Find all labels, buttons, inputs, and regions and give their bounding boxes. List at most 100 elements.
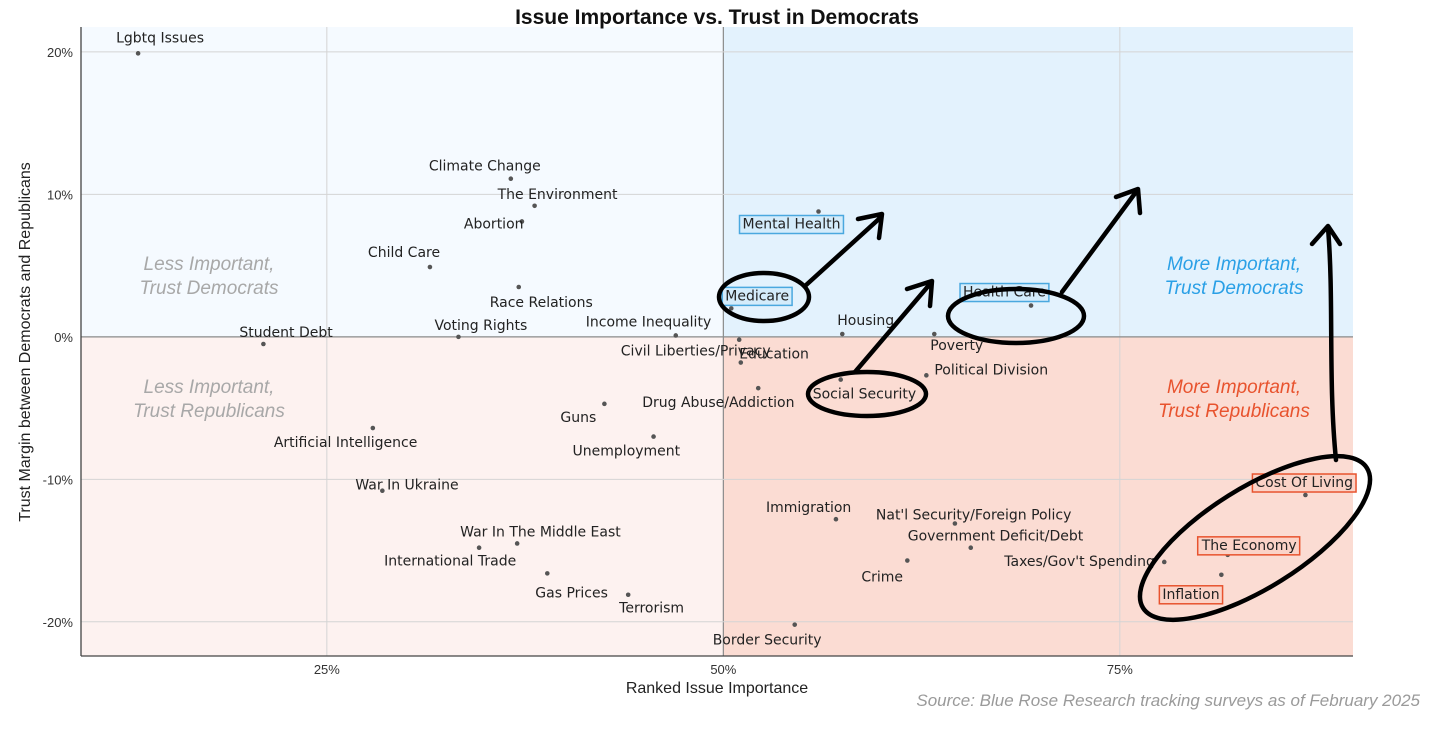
- point-label-gas-prices: Gas Prices: [535, 585, 608, 601]
- point-label-the-environment: The Environment: [497, 187, 618, 203]
- point-label-inflation: Inflation: [1162, 587, 1219, 603]
- point-label-terrorism: Terrorism: [618, 601, 684, 617]
- chart-title: Issue Importance vs. Trust in Democrats: [515, 6, 919, 29]
- point-income-inequality: [673, 333, 679, 338]
- point-label-climate-change: Climate Change: [429, 159, 541, 175]
- arrow-medicare: [802, 211, 885, 289]
- y-tick-label: -10%: [43, 472, 74, 487]
- point-label-crime: Crime: [861, 570, 903, 586]
- point-label-civil-liberties-privacy: Civil Liberties/Privacy: [621, 344, 771, 360]
- point-label-the-economy: The Economy: [1201, 538, 1297, 554]
- point-education: [736, 337, 742, 343]
- point-label-border-security: Border Security: [713, 633, 822, 649]
- quadrant-label-top-right: More Important, Trust Democrats: [1164, 254, 1304, 299]
- point-voting-rights: [456, 334, 461, 340]
- point-label-education: Education: [739, 347, 809, 363]
- point-label-nat-l-security-foreign-policy: Nat'l Security/Foreign Policy: [876, 508, 1072, 524]
- point-race-relations: [516, 284, 522, 290]
- quadrant-top-left-bg: [81, 27, 724, 337]
- point-gas-prices: [544, 571, 550, 576]
- point-housing: [839, 331, 845, 337]
- y-tick-label: 0%: [54, 330, 73, 345]
- circle-republican-economy-group: [1137, 453, 1373, 623]
- point-label-international-trade: International Trade: [384, 554, 516, 570]
- point-label-mental-health: Mental Health: [743, 216, 841, 232]
- point-climate-change: [508, 176, 514, 182]
- point-medicare: [728, 306, 734, 311]
- point-international-trade: [476, 545, 482, 551]
- point-guns: [602, 401, 607, 407]
- quadrant-backgrounds: [81, 27, 1353, 656]
- point-label-unemployment: Unemployment: [573, 444, 681, 460]
- y-axis-label: Trust Margin between Democrats and Repub…: [17, 162, 34, 522]
- quadrant-label-bottom-left: Less Important, Trust Republicans: [133, 377, 285, 422]
- quadrant-label-line: More Important,: [1167, 377, 1301, 398]
- point-label-drug-abuse-addiction: Drug Abuse/Addiction: [642, 395, 794, 411]
- point-terrorism: [625, 592, 631, 598]
- point-health-care: [1028, 303, 1034, 308]
- quadrant-label-line: Less Important,: [144, 377, 275, 398]
- circle-social-security: [805, 369, 929, 419]
- quadrant-label-line: Trust Republicans: [1158, 401, 1310, 422]
- arrow-social-security: [852, 278, 935, 375]
- point-label-war-in-the-middle-east: War In The Middle East: [460, 524, 621, 540]
- data-points: [135, 51, 1308, 627]
- quadrant-label-top-left: Less Important, Trust Democrats: [139, 254, 279, 299]
- x-tick-label: 25%: [314, 662, 340, 677]
- point-social-security: [838, 377, 844, 382]
- point-abortion: [519, 219, 525, 224]
- arrow-cost-of-living: [1309, 223, 1343, 463]
- axes: 25% 50% 75% -20% -10% 0% 10% 20%: [43, 27, 1353, 677]
- y-tick-label: -20%: [43, 615, 74, 630]
- point-taxes-gov-t-spending: [1161, 559, 1167, 565]
- point-government-deficit-debt: [968, 545, 974, 551]
- point-immigration: [833, 516, 839, 522]
- point-labels: Lgbtq Issues Climate Change The Environmen…: [116, 30, 1357, 649]
- point-label-artificial-intelligence: Artificial Intelligence: [274, 435, 418, 451]
- point-war-in-ukraine: [380, 488, 385, 494]
- quadrant-label-line: Less Important,: [144, 254, 275, 275]
- quadrant-label-line: Trust Republicans: [133, 401, 285, 422]
- point-label-student-debt: Student Debt: [239, 325, 333, 341]
- highlight-box-the-economy: [1196, 536, 1301, 556]
- point-label-race-relations: Race Relations: [490, 295, 593, 311]
- point-label-lgbtq-issues: Lgbtq Issues: [116, 30, 204, 46]
- quadrant-label-line: Trust Democrats: [139, 278, 279, 299]
- point-inflation: [1219, 572, 1224, 578]
- point-label-child-care: Child Care: [368, 245, 440, 261]
- point-label-war-in-ukraine: War In Ukraine: [355, 478, 458, 494]
- point-drug-abuse-addiction: [755, 385, 761, 391]
- point-civil-liberties-privacy: [738, 360, 744, 365]
- point-child-care: [427, 264, 433, 270]
- point-label-abortion: Abortion: [464, 216, 524, 232]
- y-tick-label: 10%: [47, 187, 73, 202]
- hand-drawn-annotations: [716, 186, 1373, 623]
- point-nat-l-security-foreign-policy: [952, 521, 958, 526]
- point-unemployment: [651, 434, 656, 439]
- highlight-box-mental-health: [738, 214, 845, 235]
- highlight-box-medicare: [721, 286, 793, 307]
- point-label-housing: Housing: [837, 313, 894, 329]
- point-label-government-deficit-debt: Government Deficit/Debt: [908, 529, 1084, 545]
- point-crime: [905, 558, 910, 563]
- y-tick-label: 20%: [47, 45, 73, 60]
- x-tick-label: 50%: [710, 662, 736, 677]
- circle-health-care: [945, 286, 1087, 346]
- point-label-income-inequality: Income Inequality: [586, 314, 711, 330]
- point-mental-health: [816, 209, 821, 214]
- point-political-division: [924, 373, 929, 378]
- gridlines: [81, 27, 1353, 656]
- point-label-voting-rights: Voting Rights: [434, 318, 527, 334]
- quadrant-bottom-right-bg: [723, 336, 1353, 656]
- point-border-security: [792, 622, 798, 627]
- arrow-health-care: [1059, 186, 1143, 295]
- quadrant-bottom-left-bg: [81, 336, 724, 656]
- quadrant-label-line: Trust Democrats: [1164, 278, 1304, 299]
- point-label-immigration: Immigration: [766, 500, 851, 516]
- point-artificial-intelligence: [370, 425, 376, 431]
- point-label-social-security: Social Security: [813, 387, 916, 403]
- point-cost-of-living: [1303, 492, 1308, 498]
- point-label-medicare: Medicare: [725, 288, 789, 304]
